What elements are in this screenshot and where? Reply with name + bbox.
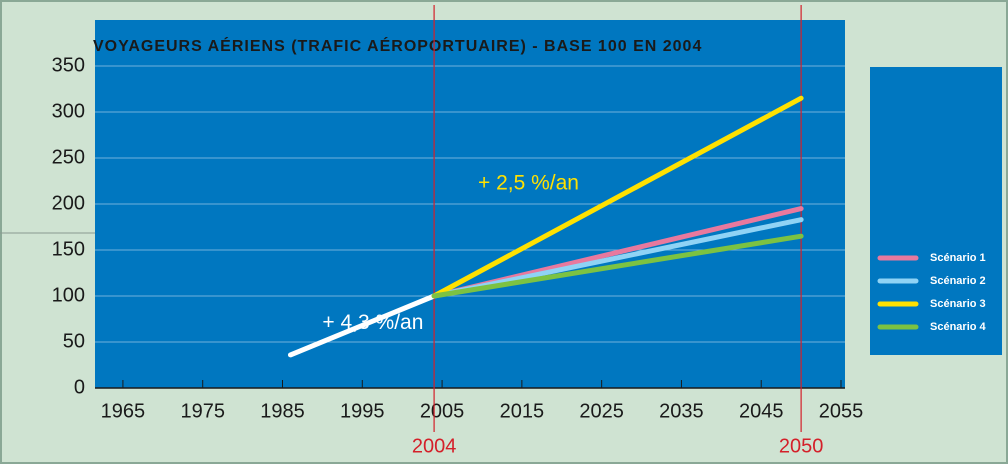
legend-box <box>870 67 1002 355</box>
legend-label: Scénario 4 <box>930 321 987 333</box>
x-tick-label: 1985 <box>260 400 305 422</box>
legend-label: Scénario 1 <box>930 252 986 264</box>
y-tick-label: 200 <box>52 192 85 214</box>
x-tick-label: 2025 <box>579 400 624 422</box>
y-tick-label: 100 <box>52 284 85 306</box>
annotation: + 2,5 %/an <box>478 171 579 194</box>
y-tick-label: 350 <box>52 54 85 76</box>
x-tick-label: 2055 <box>819 400 864 422</box>
y-tick-label: 300 <box>52 100 85 122</box>
marker-label: 2050 <box>779 435 824 457</box>
x-tick-label: 1975 <box>180 400 225 422</box>
series-line <box>431 233 804 299</box>
marker-label: 2004 <box>412 435 457 457</box>
x-tick-label: 2045 <box>739 400 784 422</box>
legend-label: Scénario 3 <box>930 298 986 310</box>
series-line <box>431 95 804 299</box>
series-line <box>287 293 437 358</box>
x-tick-label: 2005 <box>420 400 465 422</box>
series-line <box>431 217 804 299</box>
y-tick-label: 250 <box>52 146 85 168</box>
legend-label: Scénario 2 <box>930 275 986 287</box>
y-tick-label: 50 <box>63 330 85 352</box>
x-tick-label: 2015 <box>500 400 545 422</box>
chart-title: VOYAGEURS AÉRIENS (TRAFIC AÉROPORTUAIRE)… <box>93 36 702 55</box>
x-tick-label: 2035 <box>659 400 704 422</box>
y-tick-label: 150 <box>52 238 85 260</box>
annotation: + 4,3 %/an <box>322 311 423 334</box>
x-tick-label: 1965 <box>101 400 146 422</box>
y-tick-label: 0 <box>74 376 85 398</box>
x-tick-label: 1995 <box>340 400 385 422</box>
